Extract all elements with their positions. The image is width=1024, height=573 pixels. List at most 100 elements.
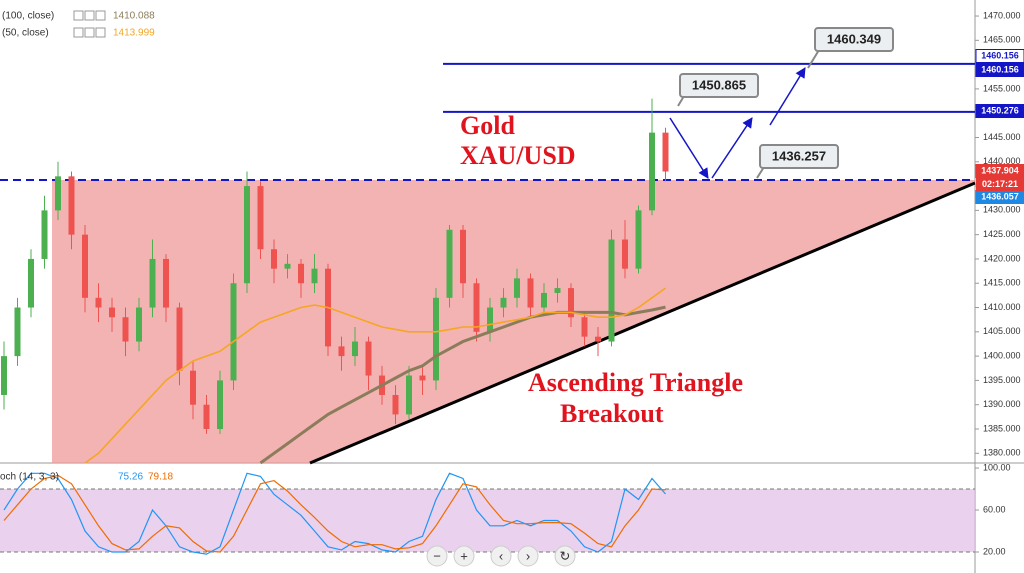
candle-body <box>68 176 75 235</box>
price-tag-label: 1460.156 <box>981 50 1019 60</box>
annotation: Breakout <box>560 399 664 428</box>
candle-body <box>635 210 642 269</box>
price-tag-label: 1460.156 <box>981 64 1019 74</box>
price-tag-label: 1450.276 <box>981 105 1019 115</box>
triangle-area <box>52 180 975 463</box>
candle-body <box>568 288 574 318</box>
moving-average <box>84 287 666 464</box>
candle-body <box>541 292 547 308</box>
callout-box <box>679 73 759 98</box>
candle-body <box>473 283 480 332</box>
control-button[interactable] <box>490 545 512 567</box>
candle-body <box>41 210 48 259</box>
price-tag-label: 1437.904 <box>981 165 1019 175</box>
trend-line <box>309 181 976 465</box>
candle-body <box>392 394 399 415</box>
price-tag-label: 1436.057 <box>981 191 1019 201</box>
legend-value: 1413.999 <box>113 28 155 39</box>
control-icon[interactable]: ‹ <box>499 548 503 563</box>
legend-value: 1410.088 <box>113 11 155 22</box>
candle-body <box>298 263 304 284</box>
y-tick-label: 1465.000 <box>983 35 1021 45</box>
candle-body <box>649 132 655 211</box>
candle-body <box>28 258 34 308</box>
y-tick-label: 1400.000 <box>983 350 1021 360</box>
control-button[interactable] <box>517 545 539 567</box>
legend-label: (100, close) <box>2 11 54 22</box>
candle-body <box>338 346 345 357</box>
price-axis-bg <box>975 0 1024 573</box>
candle-body <box>446 229 453 298</box>
callout-label: 1450.865 <box>692 77 746 92</box>
candle-body <box>203 404 210 429</box>
candle-body <box>230 283 237 381</box>
price-tag <box>975 63 1024 77</box>
candle-body <box>55 176 61 211</box>
candle-body <box>608 239 615 342</box>
y-tick-label: 1445.000 <box>983 132 1021 142</box>
legend-value: 75.26 <box>118 472 143 483</box>
legend-icon <box>73 27 84 38</box>
y-tick-label: 1415.000 <box>983 278 1021 288</box>
y-tick-label: 1410.000 <box>983 302 1021 312</box>
annotation: Ascending Triangle <box>528 368 743 397</box>
candle-body <box>1 356 7 395</box>
candle-body <box>460 229 466 284</box>
candle-body <box>136 307 142 342</box>
stoch-band <box>0 489 975 553</box>
control-button[interactable] <box>426 545 448 567</box>
candle-body <box>122 317 129 342</box>
callout-label: 1460.349 <box>827 31 881 46</box>
candle-body <box>622 239 628 269</box>
y-tick-label: 1385.000 <box>983 423 1021 433</box>
candle-body <box>595 336 601 342</box>
control-icon[interactable]: › <box>526 548 530 563</box>
y-tick-label: 20.00 <box>983 546 1006 556</box>
callout-label: 1436.257 <box>772 148 826 163</box>
candle-body <box>82 234 88 298</box>
control-icon[interactable]: + <box>460 548 468 563</box>
callout-pointer <box>807 49 820 69</box>
y-tick-label: 1420.000 <box>983 253 1021 263</box>
candle-body <box>284 263 291 269</box>
legend-icon <box>84 10 95 21</box>
legend-value: 79.18 <box>148 472 173 483</box>
control-icon[interactable]: ↻ <box>560 548 571 563</box>
y-tick-label: 1390.000 <box>983 399 1021 409</box>
candle-body <box>163 258 169 308</box>
candle-body <box>365 341 372 376</box>
candle-body <box>352 341 358 357</box>
arrow <box>669 117 709 179</box>
candle-body <box>176 307 183 371</box>
y-tick-label: 100.00 <box>983 462 1011 472</box>
annotation: Gold <box>460 111 515 140</box>
callout-box <box>814 27 894 52</box>
candle-body <box>433 297 439 381</box>
y-tick-label: 1405.000 <box>983 326 1021 336</box>
legend-icon <box>73 10 84 21</box>
candle-body <box>662 132 669 172</box>
legend-label: (50, close) <box>2 28 49 39</box>
control-icon[interactable]: − <box>433 548 441 563</box>
y-tick-label: 1440.000 <box>983 156 1021 166</box>
candle-body <box>257 186 264 250</box>
y-tick-label: 1380.000 <box>983 448 1021 458</box>
price-tag <box>975 164 1024 178</box>
arrow <box>711 117 753 179</box>
candle-body <box>14 307 21 357</box>
control-button[interactable] <box>453 545 475 567</box>
control-button[interactable] <box>554 545 576 567</box>
arrow <box>769 67 806 126</box>
candle-body <box>406 375 412 415</box>
candle-body <box>487 307 493 332</box>
candle-body <box>244 186 250 284</box>
countdown-label: 02:17:21 <box>982 179 1018 189</box>
candle-body <box>149 258 156 308</box>
legend-icon <box>84 27 95 38</box>
y-tick-label: 60.00 <box>983 504 1006 514</box>
stoch-line <box>3 472 666 555</box>
candle-body <box>311 268 318 284</box>
candle-body <box>527 278 534 308</box>
legend-icon <box>95 10 106 21</box>
y-tick-label: 1425.000 <box>983 229 1021 239</box>
